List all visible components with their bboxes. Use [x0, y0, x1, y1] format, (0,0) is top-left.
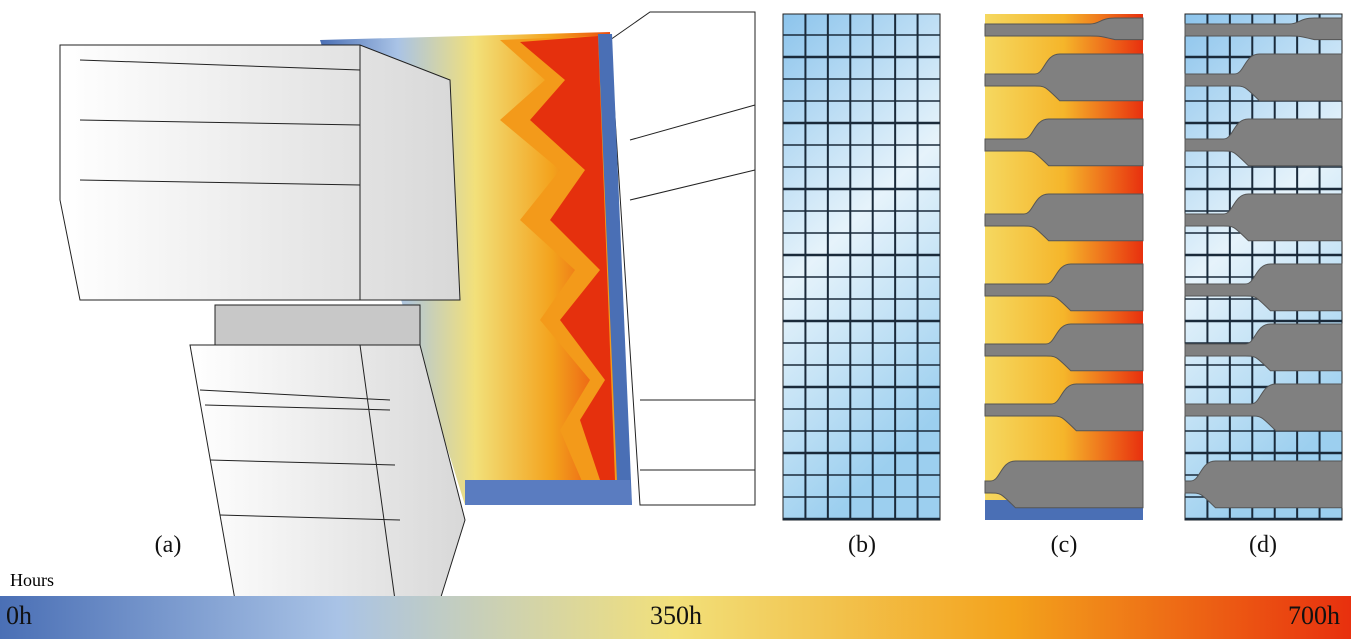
heat-max [520, 36, 615, 480]
panel-c [984, 14, 1144, 520]
panel-b [782, 13, 941, 521]
louvers [1184, 17, 1343, 509]
lower-lines [199, 344, 401, 601]
heat-edge [598, 34, 632, 505]
colorbar-title: Hours [10, 570, 54, 590]
panel-a [59, 11, 756, 601]
louver [984, 383, 1144, 432]
colorbar [0, 596, 1351, 639]
louver [1184, 118, 1343, 167]
heat-bottom [465, 480, 632, 505]
louvers [984, 17, 1144, 509]
louver [984, 263, 1144, 312]
upper-lines [79, 45, 361, 300]
louver [984, 118, 1144, 167]
louver [1184, 17, 1343, 41]
lower-volume [189, 344, 466, 601]
mullions [783, 14, 940, 521]
louver [984, 53, 1144, 102]
panel-d [1184, 13, 1343, 521]
colorbar-label: 700h [1288, 601, 1340, 630]
louver [1184, 383, 1343, 432]
panel-label: (d) [1249, 532, 1277, 558]
louver [984, 193, 1144, 242]
louver [1184, 323, 1343, 372]
louver [1184, 263, 1343, 312]
right-building [609, 11, 756, 506]
glazing [782, 13, 941, 521]
neck [214, 304, 421, 346]
colorbar-label: 350h [650, 601, 702, 630]
upper-volume [59, 44, 461, 301]
panel-label: (c) [1051, 532, 1078, 558]
colorbar-label: 0h [6, 601, 32, 630]
louver [1184, 53, 1343, 102]
panel-label: (b) [848, 532, 876, 558]
louver [984, 323, 1144, 372]
louver [984, 460, 1144, 509]
panel-label: (a) [155, 532, 182, 558]
right-lines [629, 104, 756, 471]
louver [984, 17, 1144, 41]
louver [1184, 193, 1343, 242]
louver [1184, 460, 1343, 509]
